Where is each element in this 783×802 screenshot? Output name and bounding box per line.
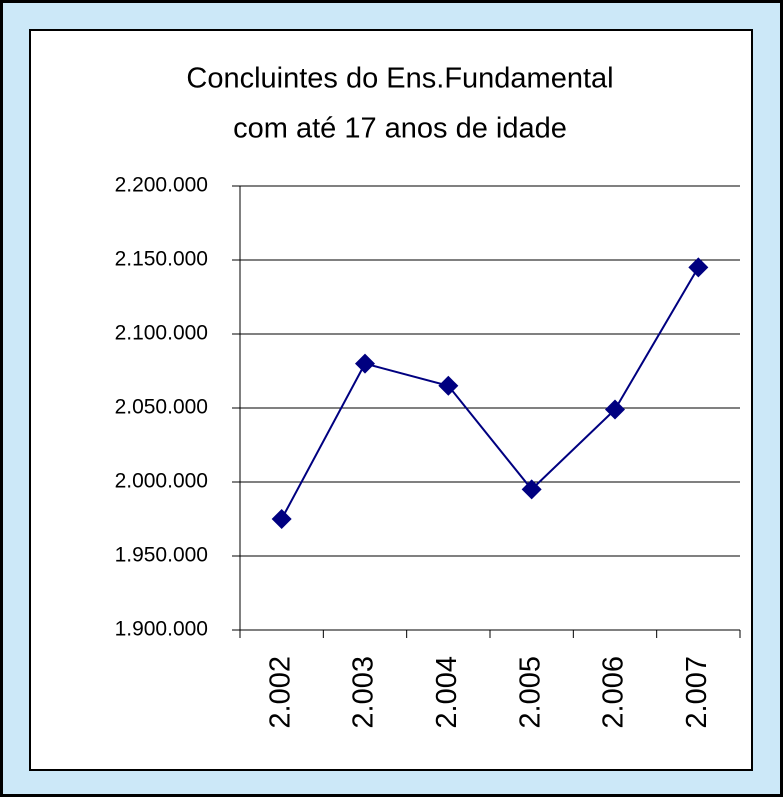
chart-title: Concluintes do Ens.Fundamental	[186, 63, 613, 95]
x-tick-label: 2.005	[514, 656, 546, 729]
chart-area	[29, 29, 753, 771]
data-point	[605, 399, 625, 420]
y-tick-label: 2.100.000	[115, 322, 208, 345]
data-point	[438, 375, 459, 396]
chart-title: com até 17 anos de idade	[233, 113, 567, 145]
data-point	[271, 509, 292, 529]
y-tick-label: 2.200.000	[115, 174, 208, 197]
y-tick-label: 2.150.000	[115, 248, 208, 271]
data-point	[688, 257, 709, 278]
x-tick-label: 2.007	[681, 656, 713, 729]
x-tick-label: 2.004	[431, 656, 463, 729]
data-point	[355, 353, 375, 374]
y-tick-label: 1.950.000	[115, 544, 208, 567]
x-tick-label: 2.003	[348, 656, 380, 729]
data-point	[521, 479, 542, 500]
series-line	[280, 266, 700, 520]
y-tick-label: 2.050.000	[115, 396, 208, 419]
x-tick-label: 2.006	[598, 656, 630, 729]
y-tick-label: 1.900.000	[115, 618, 208, 641]
y-tick-label: 2.000.000	[115, 470, 208, 493]
x-tick-label: 2.002	[264, 656, 296, 729]
